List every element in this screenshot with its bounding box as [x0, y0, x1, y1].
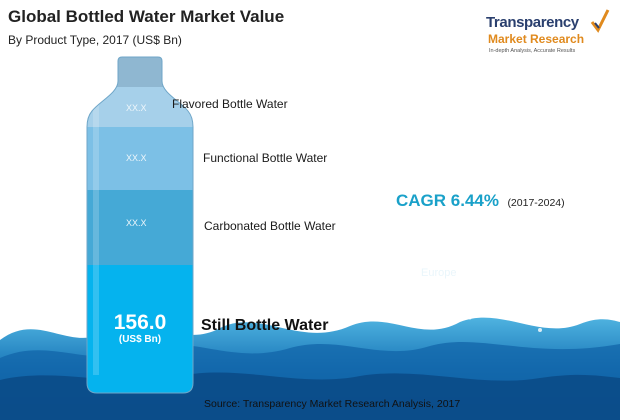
- cagr-annotation: CAGR 6.44% (2017-2024): [396, 191, 565, 211]
- bottle-cap: [87, 57, 193, 87]
- chart-subtitle: By Product Type, 2017 (US$ Bn): [8, 33, 182, 47]
- flavored-label: Flavored Bottle Water: [172, 97, 288, 111]
- segment-functional: [87, 127, 193, 190]
- faint-region-label: Europe: [421, 267, 457, 279]
- still-unit: (US$ Bn): [118, 334, 162, 345]
- chart-title: Global Bottled Water Market Value: [8, 7, 285, 26]
- segment-carbonated: [87, 190, 193, 265]
- still-label: Still Bottle Water: [201, 317, 329, 334]
- logo-name: Transparency: [486, 14, 579, 31]
- functional-value: XX.X: [126, 153, 147, 163]
- logo-subname: Market Research: [488, 32, 585, 46]
- still-value: 156.0: [113, 311, 167, 334]
- carbonated-label: Carbonated Bottle Water: [204, 219, 336, 233]
- carbonated-value: XX.X: [126, 218, 147, 228]
- cagr-period: (2017-2024): [507, 197, 565, 209]
- checkmark-icon: [590, 9, 610, 33]
- cagr-value: CAGR 6.44%: [396, 191, 499, 210]
- company-logo: Transparency Market Research In-depth An…: [486, 9, 612, 66]
- logo-tagline: In-depth Analysis, Accurate Results: [489, 48, 576, 54]
- bottle-chart: [86, 56, 194, 394]
- segment-still: [87, 265, 193, 393]
- flavored-value: XX.X: [126, 103, 147, 113]
- functional-label: Functional Bottle Water: [203, 151, 328, 165]
- source-note: Source: Transparency Market Research Ana…: [204, 398, 461, 410]
